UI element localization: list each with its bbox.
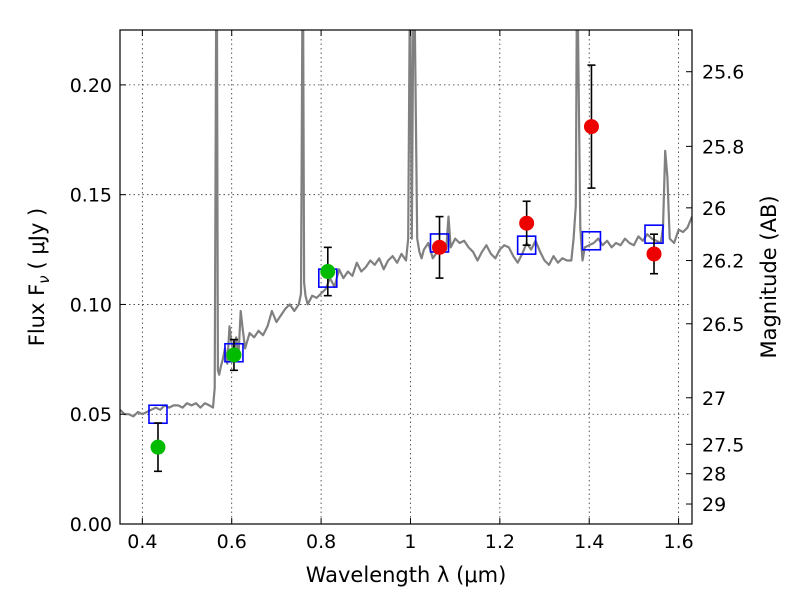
y-axis-label-unit: ( μJy ) (25, 208, 49, 270)
y-tick-label: 0.05 (70, 404, 112, 426)
x-tick-label: 1.4 (574, 531, 604, 553)
y2-tick-label: 29 (702, 494, 726, 516)
x-tick-label: 1 (404, 531, 416, 553)
plot-layer (120, 30, 692, 418)
x-tick-label: 0.8 (306, 531, 336, 553)
y2-tick-label: 25.6 (702, 62, 744, 84)
measured-point (646, 246, 662, 262)
y-axis-label: Flux Fν ( μJy ) (25, 208, 53, 347)
y-tick-label: 0.10 (70, 294, 112, 316)
plot-frame (119, 29, 693, 525)
y2-tick-label: 27.5 (702, 434, 744, 456)
measured-point (320, 264, 336, 280)
label-layer: 0.4 0.6 0.8 1 1.2 1.4 1.6 0.00 0.05 0.10 0.15 0.20 2… (70, 62, 745, 553)
measured-point (432, 239, 448, 255)
y2-tick-label: 28 (702, 464, 726, 486)
tick-layer (120, 30, 692, 525)
y2-tick-label: 26 (702, 198, 726, 220)
x-axis-label: Wavelength λ (μm) (306, 563, 507, 587)
x-tick-label: 1.2 (485, 531, 515, 553)
y-axis-label-subscript: ν (35, 275, 53, 283)
x-tick-label: 0.6 (217, 531, 247, 553)
y2-tick-label: 26.5 (702, 314, 744, 336)
model-square-point (581, 230, 602, 251)
spectrum-line (120, 30, 692, 418)
y2-tick-label: 26.2 (702, 251, 744, 273)
y2-tick-label: 25.8 (702, 136, 744, 158)
x-tick-label: 1.6 (663, 531, 693, 553)
y-tick-label: 0.00 (70, 514, 112, 536)
y2-axis-label: Magnitude (AB) (757, 195, 781, 358)
y-tick-label: 0.15 (70, 185, 112, 207)
y2-tick-label: 27 (702, 388, 726, 410)
marker-layer (148, 64, 664, 473)
measured-point (519, 215, 535, 231)
measured-point (150, 439, 166, 455)
grid-layer (120, 30, 692, 525)
x-tick-label: 0.4 (127, 531, 157, 553)
y-tick-label: 0.20 (70, 75, 112, 97)
measured-point (583, 119, 599, 135)
measured-point (226, 347, 242, 363)
y-axis-label-main: Flux F (25, 284, 49, 346)
